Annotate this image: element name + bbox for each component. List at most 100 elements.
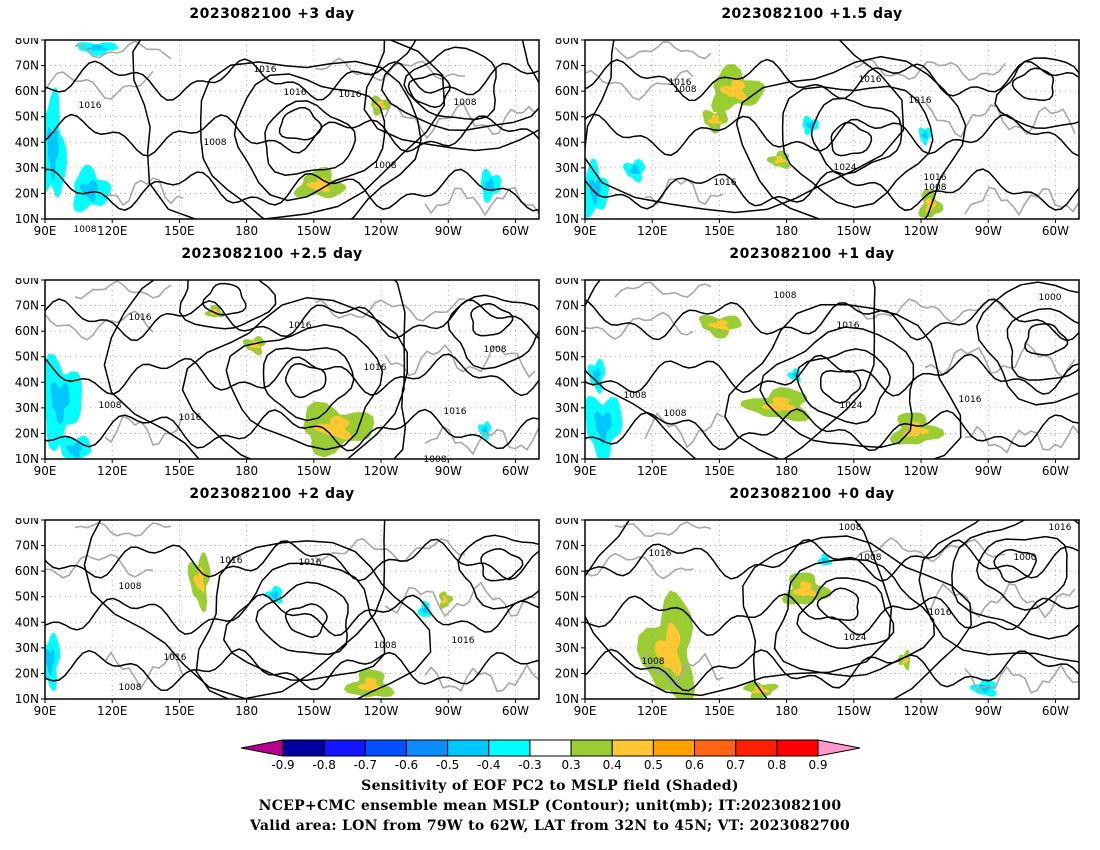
lon-tick-label: 150E: [704, 464, 735, 478]
lon-tick-label: 120W: [364, 464, 399, 478]
contour-label: 1024: [844, 633, 867, 643]
isobar-contour: [994, 57, 1079, 129]
colorbar-swatch: [488, 739, 531, 757]
lat-tick-label: 30N: [555, 401, 579, 415]
positive-sensitivity-core: [654, 622, 682, 676]
panel-title: 2023082100 +3 day: [189, 6, 355, 22]
contour-label: 1008: [99, 401, 122, 411]
coastline: [45, 70, 154, 100]
isobar-contour: [381, 40, 539, 132]
panel-title: 2023082100 +0 day: [729, 486, 895, 502]
lat-tick-label: 80N: [555, 278, 579, 287]
lat-tick-label: 20N: [15, 186, 39, 200]
negative-sensitivity-core: [80, 180, 99, 202]
footer-line3: Valid area: LON from 79W to 62W, LAT fro…: [249, 818, 851, 834]
contour-label: 1016: [859, 75, 882, 85]
contour-label: 1008: [74, 225, 97, 235]
contour-label: 1016: [452, 636, 475, 646]
lon-tick-label: 120E: [637, 704, 668, 718]
colorbar-swatch: [529, 739, 572, 757]
isobar-contour: [202, 282, 247, 316]
isobar-contour: [403, 46, 497, 121]
panel-title: 2023082100 +1 day: [729, 246, 895, 262]
isobar-contour: [585, 408, 1079, 451]
map-area: 1008 1016 1000 1008 1008 1024 1016 80N 70N 60N 50N…: [542, 278, 1082, 478]
negative-sensitivity-core: [629, 164, 641, 174]
contour-label: 1008: [119, 582, 142, 592]
lon-tick-label: 90E: [34, 464, 57, 478]
isobar-contour: [447, 294, 539, 370]
isobar-contour: [795, 348, 891, 425]
panel-plus1day: 2023082100 +1 day 1008 1016 1000 1008 1008 10…: [542, 246, 1082, 478]
coastline: [614, 281, 712, 299]
lat-tick-label: 50N: [15, 590, 39, 604]
isobar-contour: [976, 535, 1068, 611]
coastline: [384, 581, 536, 618]
negative-sensitivity-core: [66, 442, 83, 459]
lat-tick-label: 70N: [555, 539, 579, 553]
map-frame: [584, 39, 1080, 220]
contour-label: 1016: [649, 549, 672, 559]
colorbar-tick-label: 0.9: [808, 758, 827, 772]
lon-tick-label: 90E: [574, 224, 597, 238]
map-frame: [44, 519, 540, 700]
lon-tick-label: 180: [235, 224, 258, 238]
lon-tick-label: 150W: [296, 224, 331, 238]
lon-tick-label: 90E: [34, 704, 57, 718]
lon-tick-label: 150W: [296, 704, 331, 718]
isobar-contour: [816, 587, 859, 622]
isobar-contour: [759, 326, 915, 449]
lon-tick-label: 90E: [574, 464, 597, 478]
isobar-contour: [225, 324, 384, 451]
contour-label: 1024: [834, 163, 857, 173]
coastline: [104, 177, 184, 207]
contour-label: 1016: [220, 556, 243, 566]
contour-label: 1016: [714, 178, 737, 188]
lat-tick-label: 10N: [555, 692, 579, 706]
lat-tick-label: 30N: [555, 641, 579, 655]
lon-tick-label: 120E: [97, 704, 128, 718]
isobar-contour: [993, 548, 1037, 584]
isobar-contour: [724, 303, 962, 459]
isobar-contour: [1024, 323, 1069, 356]
lon-tick-label: 150W: [836, 224, 871, 238]
lon-tick-label: 90E: [574, 704, 597, 718]
lat-tick-label: 60N: [15, 324, 39, 338]
contour-label: 1008: [424, 455, 447, 465]
lat-tick-label: 20N: [15, 666, 39, 680]
contour-label: 1016: [669, 78, 692, 88]
coastline: [74, 40, 172, 60]
isobar-contour: [233, 73, 386, 202]
map-area: 1016 1016 1008 1016 1008 1016 1008 80N 70N 60N 50N…: [2, 518, 542, 718]
lat-tick-label: 30N: [15, 401, 39, 415]
lon-tick-label: 180: [775, 704, 798, 718]
lat-tick-label: 40N: [555, 615, 579, 629]
lat-tick-label: 60N: [555, 564, 579, 578]
map-frame: [584, 279, 1080, 460]
isobar-contour: [45, 408, 539, 452]
positive-sensitivity-core: [902, 422, 930, 437]
lat-tick-label: 30N: [15, 641, 39, 655]
lat-tick-label: 20N: [555, 666, 579, 680]
colorbar-swatch: [364, 739, 407, 757]
negative-sensitivity-core: [484, 177, 495, 192]
negative-sensitivity-core: [805, 121, 814, 130]
negative-sensitivity-core: [594, 411, 612, 444]
lon-tick-label: 150W: [296, 464, 331, 478]
contour-label: 1016: [924, 173, 947, 183]
contour-label: 1000: [1014, 553, 1037, 563]
contour-label: 1016: [364, 363, 387, 373]
footer-line1: Sensitivity of EOF PC2 to MSLP field (Sh…: [361, 778, 739, 794]
contour-label: 1008: [674, 85, 697, 95]
coastline: [104, 651, 184, 690]
positive-sensitivity-core: [792, 581, 817, 597]
coastline: [314, 57, 465, 82]
map-area: 1016 1016 1008 1008 1016 1016 1016 1008 80N 70N 60…: [2, 278, 542, 478]
isobar-contour: [255, 581, 349, 656]
isobar-contour: [407, 73, 451, 108]
contour-label: 1008: [119, 683, 142, 693]
lat-tick-label: 80N: [15, 278, 39, 287]
lon-tick-label: 150E: [164, 704, 195, 718]
contour-label: 1016: [909, 96, 932, 106]
